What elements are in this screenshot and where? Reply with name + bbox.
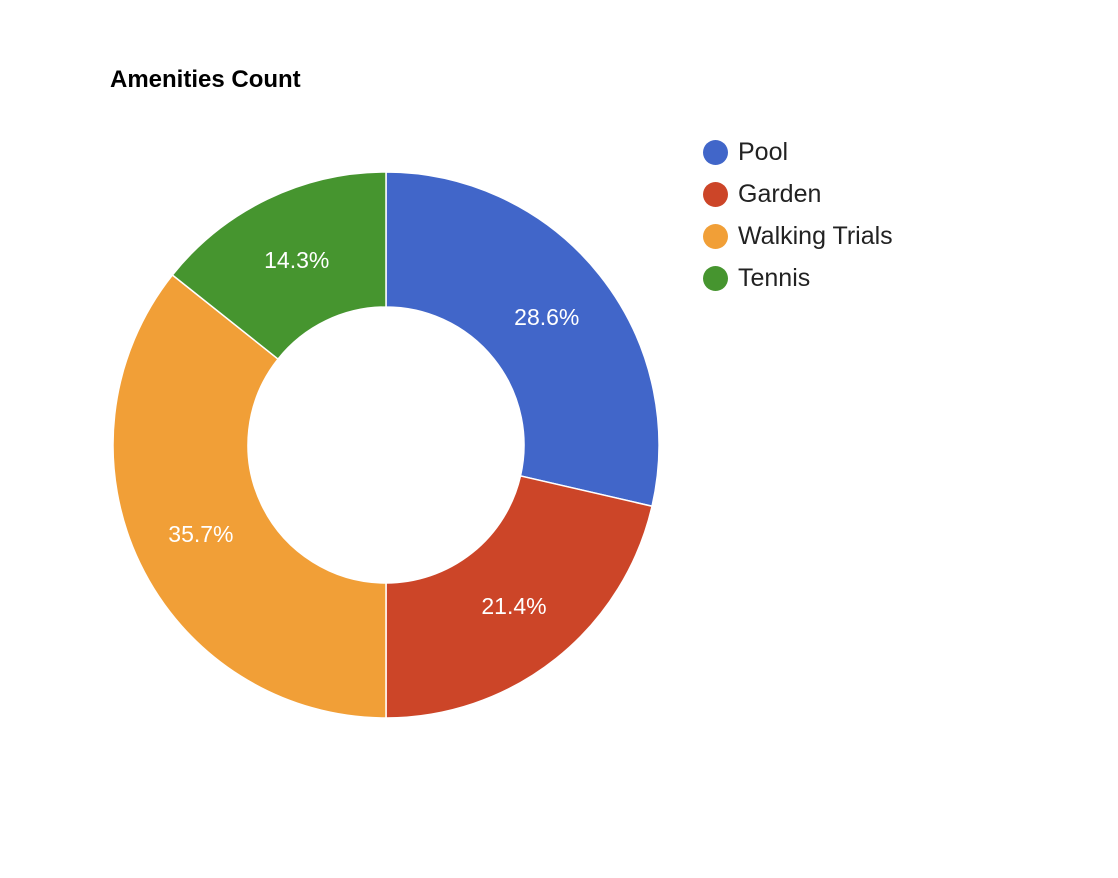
slice-walking-trials[interactable] (112, 273, 387, 719)
chart-legend: Pool Garden Walking Trials Tennis (703, 131, 893, 299)
slice-label-garden: 21.4% (481, 593, 546, 619)
legend-swatch-walking-trials (703, 223, 728, 249)
legend-item-walking-trials[interactable]: Walking Trials (703, 215, 893, 257)
legend-item-tennis[interactable]: Tennis (703, 257, 893, 299)
slice-tennis[interactable] (171, 171, 387, 361)
chart-title: Amenities Count (110, 66, 301, 93)
legend-swatch-tennis (703, 265, 728, 291)
legend-item-pool[interactable]: Pool (703, 131, 893, 173)
legend-swatch-pool (703, 139, 728, 165)
slice-garden[interactable] (385, 475, 653, 719)
legend-item-garden[interactable]: Garden (703, 173, 893, 215)
legend-label-walking-trials: Walking Trials (738, 221, 893, 250)
slice-label-tennis: 14.3% (264, 247, 329, 273)
legend-label-garden: Garden (738, 179, 822, 208)
slice-label-walking-trials: 35.7% (168, 521, 233, 547)
slice-label-pool: 28.6% (514, 304, 579, 330)
legend-swatch-garden (703, 181, 728, 207)
legend-label-tennis: Tennis (738, 263, 811, 292)
legend-label-pool: Pool (738, 137, 789, 166)
slice-pool[interactable] (385, 171, 660, 508)
